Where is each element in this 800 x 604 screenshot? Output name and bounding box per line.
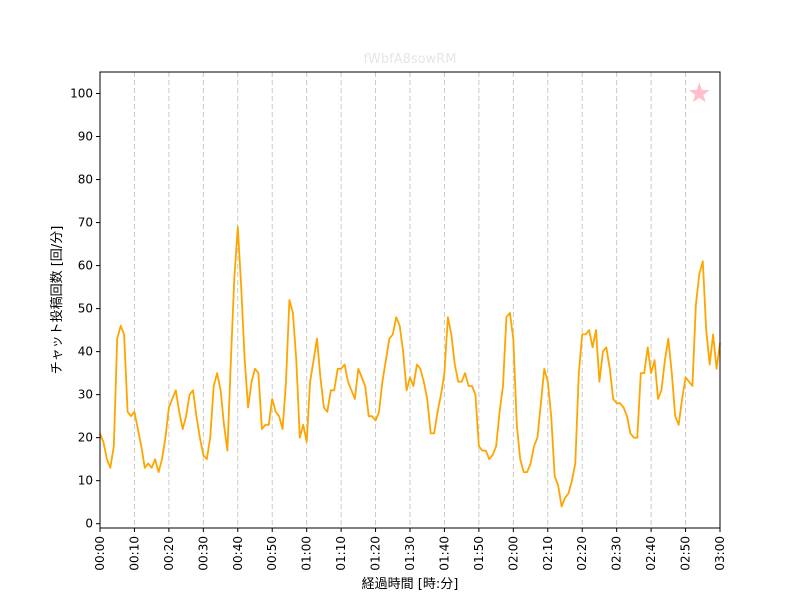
chart-title: fWbfA8sowRM <box>363 52 456 67</box>
x-tick-label: 02:30 <box>610 536 624 571</box>
y-tick-label: 20 <box>78 431 93 445</box>
x-tick-label: 01:10 <box>334 536 348 571</box>
x-tick-label: 02:10 <box>541 536 555 571</box>
x-tick-label: 02:20 <box>575 536 589 571</box>
grid-lines <box>99 72 721 528</box>
y-tick-label: 40 <box>78 345 93 359</box>
y-tick-label: 100 <box>70 87 93 101</box>
y-tick-label: 90 <box>78 130 93 144</box>
y-tick-label: 60 <box>78 259 93 273</box>
x-tick-label: 01:00 <box>300 536 314 571</box>
series-layer <box>99 225 721 508</box>
x-axis-label: 経過時間 [時:分] <box>362 577 459 592</box>
x-tick-label: 02:40 <box>644 536 658 571</box>
x-tick-label: 00:40 <box>231 536 245 571</box>
y-axis-label: チャット投稿回数 [回/分] <box>49 226 65 375</box>
x-tick-label: 03:00 <box>713 536 727 571</box>
x-axis: 00:00 00:10 00:20 00:30 00:40 00:50 01:00 01:10… <box>93 528 727 571</box>
x-tick-label: 01:30 <box>403 536 417 571</box>
x-tick-label: 00:20 <box>162 536 176 571</box>
x-tick-label: 02:00 <box>506 536 520 571</box>
x-tick-label: 02:50 <box>679 536 693 571</box>
x-tick-label: 01:40 <box>437 536 451 571</box>
y-tick-label: 10 <box>78 474 93 488</box>
y-tick-label: 30 <box>78 388 93 402</box>
x-tick-label: 00:00 <box>93 536 107 571</box>
y-tick-label: 70 <box>78 216 93 230</box>
x-tick-label: 00:30 <box>196 536 210 571</box>
x-tick-label: 00:50 <box>265 536 279 571</box>
x-tick-label: 00:10 <box>127 536 141 571</box>
y-tick-label: 50 <box>78 302 93 316</box>
annotation-layer <box>688 82 710 103</box>
x-tick-label: 01:20 <box>369 536 383 571</box>
x-tick-label: 01:50 <box>472 536 486 571</box>
y-tick-label: 80 <box>78 173 93 187</box>
y-tick-label: 0 <box>85 517 93 531</box>
y-axis: 0 10 20 30 40 50 60 70 80 90 100 <box>70 87 100 531</box>
series-line <box>99 225 721 508</box>
star-marker <box>688 82 710 103</box>
